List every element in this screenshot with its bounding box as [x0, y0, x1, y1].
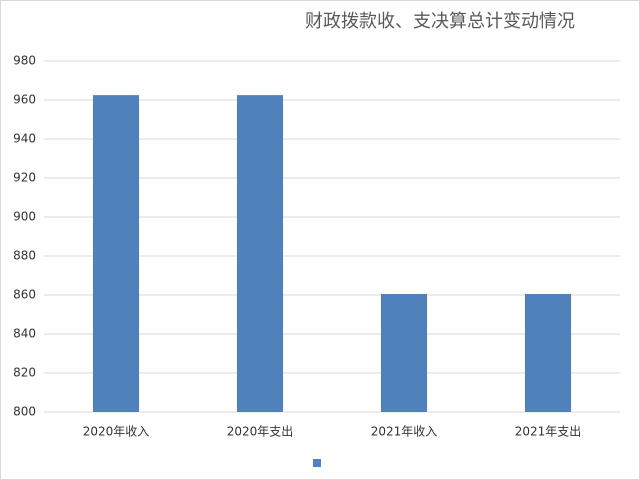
x-tick-label: 2020年收入: [83, 425, 150, 439]
bar: [92, 95, 140, 412]
legend-swatch: [313, 459, 321, 467]
y-tick-label: 980: [13, 54, 36, 68]
y-tick-label: 900: [13, 210, 36, 224]
bar: [524, 294, 572, 412]
x-tick-label: 2021年支出: [515, 425, 582, 439]
x-tick-label: 2020年支出: [227, 425, 294, 439]
bar: [236, 95, 284, 412]
y-tick-label: 860: [13, 288, 36, 302]
y-tick-label: 800: [13, 405, 36, 419]
y-tick-label: 820: [13, 366, 36, 380]
y-tick-label: 840: [13, 327, 36, 341]
x-tick-label: 2021年收入: [371, 425, 438, 439]
y-tick-label: 940: [13, 132, 36, 146]
chart-title: 财政拨款收、支决算总计变动情况: [305, 11, 575, 32]
bar: [380, 294, 428, 412]
y-tick-label: 880: [13, 249, 36, 263]
y-tick-label: 920: [13, 171, 36, 185]
y-tick-label: 960: [13, 93, 36, 107]
